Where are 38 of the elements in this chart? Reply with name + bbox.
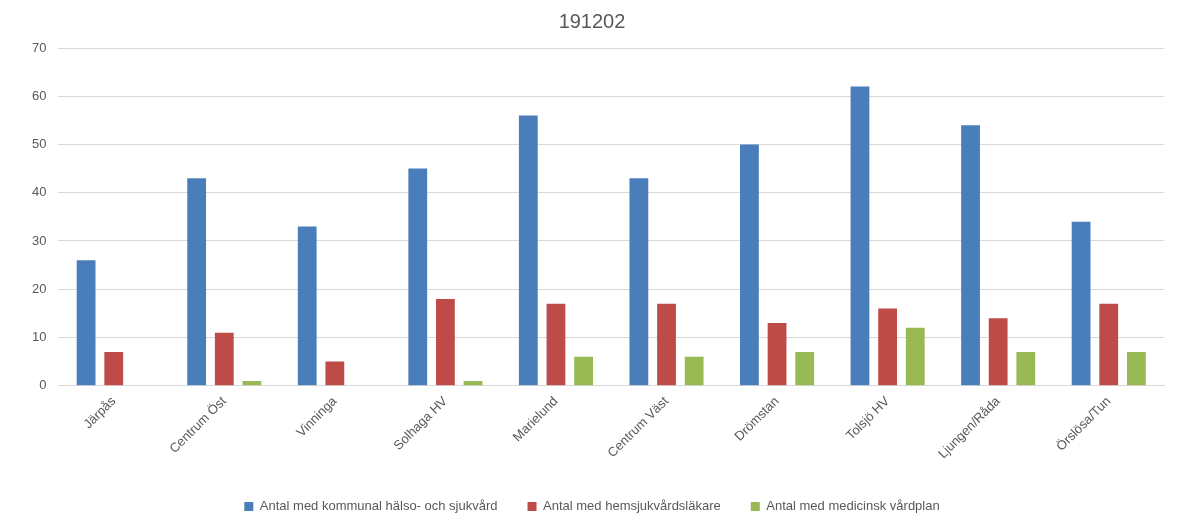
y-tick-label: 30	[31, 232, 47, 248]
bar	[795, 351, 815, 386]
y-tick-label: 20	[31, 280, 47, 296]
bar	[657, 303, 676, 386]
bar	[850, 86, 870, 386]
bar	[878, 308, 898, 386]
legend-label: Antal med hemsjukvårdsläkare	[543, 498, 721, 514]
bar	[684, 356, 704, 386]
bar	[104, 351, 124, 386]
bar	[629, 178, 649, 386]
y-tick-label: 10	[31, 329, 47, 345]
bar	[546, 303, 566, 386]
chart-title: 191202	[558, 9, 626, 32]
bar	[1099, 303, 1119, 386]
bar	[1071, 221, 1091, 386]
y-tick-label: 60	[31, 87, 47, 103]
bar	[408, 168, 428, 386]
bar	[214, 332, 234, 386]
legend-label: Antal med medicinsk vårdplan	[766, 498, 940, 514]
bar	[988, 318, 1008, 386]
y-tick-label: 40	[31, 184, 47, 200]
bar	[1126, 351, 1146, 386]
bar	[767, 323, 787, 386]
y-tick-label: 70	[31, 39, 47, 55]
bar	[436, 298, 455, 386]
bar	[740, 144, 759, 386]
bar	[325, 361, 345, 386]
bar	[187, 178, 207, 386]
legend-label: Antal med kommunal hälso- och sjukvård	[259, 498, 498, 514]
bar	[961, 125, 980, 386]
y-tick-label: 50	[31, 136, 47, 152]
y-tick-label: 0	[39, 377, 47, 393]
bar	[574, 356, 593, 386]
bar	[1016, 351, 1036, 386]
bar	[518, 115, 538, 386]
bar	[297, 226, 317, 386]
bar	[905, 327, 925, 386]
bar	[76, 260, 96, 386]
